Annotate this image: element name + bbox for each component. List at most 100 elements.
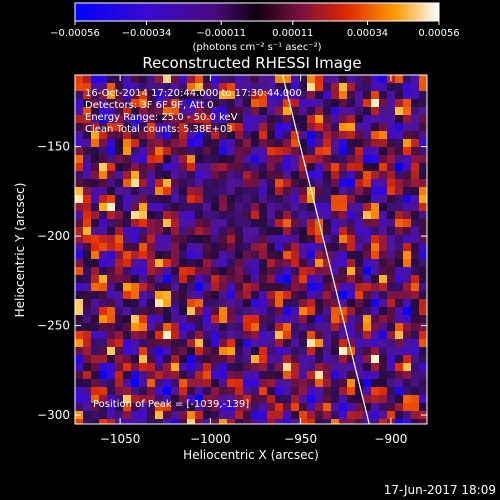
heatmap-cell [163, 115, 171, 123]
heatmap-cell [403, 347, 411, 355]
heatmap-cell [227, 131, 235, 139]
heatmap-cell [155, 283, 163, 291]
heatmap-cell [259, 267, 267, 275]
heatmap-cell [171, 283, 179, 291]
heatmap-cell [259, 307, 267, 315]
heatmap-cell [323, 307, 331, 315]
heatmap-cell [339, 355, 347, 363]
heatmap-cell [131, 267, 139, 275]
heatmap-cell [347, 275, 355, 283]
heatmap-cell [163, 227, 171, 235]
heatmap-cell [283, 379, 291, 387]
heatmap-cell [339, 163, 347, 171]
heatmap-cell [323, 195, 331, 203]
heatmap-cell [235, 243, 243, 251]
heatmap-cell [379, 155, 387, 163]
heatmap-cell [395, 339, 403, 347]
heatmap-cell [163, 419, 171, 424]
heatmap-cell [187, 107, 195, 115]
heatmap-cell [227, 419, 235, 424]
heatmap-cell [147, 123, 155, 131]
heatmap-cell [179, 187, 187, 195]
heatmap-cell [123, 275, 131, 283]
heatmap-cell [283, 107, 291, 115]
heatmap-cell [347, 99, 355, 107]
heatmap-cell [267, 163, 275, 171]
heatmap-cell [307, 163, 315, 171]
heatmap-cell [163, 83, 171, 91]
heatmap-cell [139, 267, 147, 275]
heatmap-cell [243, 171, 251, 179]
heatmap-cell [187, 139, 195, 147]
heatmap-cell [355, 275, 363, 283]
heatmap-cell [275, 131, 283, 139]
heatmap-cell [203, 163, 211, 171]
heatmap-cell [83, 267, 91, 275]
annotation-clean: Clean Total counts: 5.38E+03 [85, 124, 233, 135]
colorbar-tick-label: 0.00056 [418, 28, 459, 39]
heatmap-cell [411, 211, 419, 219]
heatmap-cell [395, 187, 403, 195]
heatmap-cell [227, 299, 235, 307]
heatmap-cell [235, 251, 243, 259]
heatmap-cell [139, 155, 147, 163]
heatmap-cell [403, 235, 411, 243]
heatmap-cell [307, 251, 315, 259]
heatmap-cell [203, 139, 211, 147]
heatmap-cell [339, 107, 347, 115]
heatmap-cell [323, 99, 331, 107]
heatmap-cell [123, 363, 131, 371]
heatmap-cell [227, 371, 235, 379]
heatmap-cell [283, 323, 291, 331]
heatmap-cell [371, 331, 379, 339]
heatmap-cell [291, 155, 299, 163]
heatmap-cell [403, 291, 411, 299]
heatmap-cell [179, 251, 187, 259]
heatmap-cell [251, 299, 259, 307]
heatmap-cell [147, 307, 155, 315]
heatmap-cell [139, 139, 147, 147]
heatmap-cell [171, 323, 179, 331]
heatmap-cell [179, 219, 187, 227]
heatmap-cell [171, 131, 179, 139]
heatmap-cell [291, 307, 299, 315]
heatmap-cell [75, 371, 83, 379]
heatmap-cell [347, 299, 355, 307]
heatmap-cell [147, 347, 155, 355]
heatmap-cell [187, 75, 195, 83]
heatmap-cell [395, 315, 403, 323]
heatmap-cell [339, 291, 347, 299]
heatmap-cell [123, 75, 131, 83]
heatmap-cell [83, 363, 91, 371]
heatmap-cell [379, 219, 387, 227]
heatmap-cell [163, 347, 171, 355]
heatmap-cell [379, 243, 387, 251]
heatmap-cell [91, 419, 99, 424]
heatmap-cell [83, 307, 91, 315]
heatmap-cell [99, 171, 107, 179]
heatmap-cell [99, 379, 107, 387]
heatmap-cell [379, 99, 387, 107]
heatmap-cell [403, 227, 411, 235]
heatmap-cell [251, 187, 259, 195]
heatmap-cell [259, 371, 267, 379]
heatmap-cell [83, 131, 91, 139]
heatmap-cell [411, 259, 419, 267]
heatmap-cell [107, 339, 115, 347]
heatmap-cell [403, 363, 411, 371]
heatmap-cell [227, 403, 235, 411]
heatmap-cell [371, 211, 379, 219]
heatmap-cell [219, 331, 227, 339]
heatmap-cell [147, 171, 155, 179]
heatmap-cell [163, 155, 171, 163]
heatmap-cell [131, 251, 139, 259]
heatmap-cell [323, 243, 331, 251]
heatmap-cell [299, 99, 307, 107]
heatmap-cell [195, 371, 203, 379]
heatmap-cell [307, 387, 315, 395]
heatmap-cell [131, 131, 139, 139]
heatmap-cell [291, 107, 299, 115]
heatmap-cell [227, 147, 235, 155]
heatmap-cell [203, 323, 211, 331]
heatmap-cell [139, 387, 147, 395]
